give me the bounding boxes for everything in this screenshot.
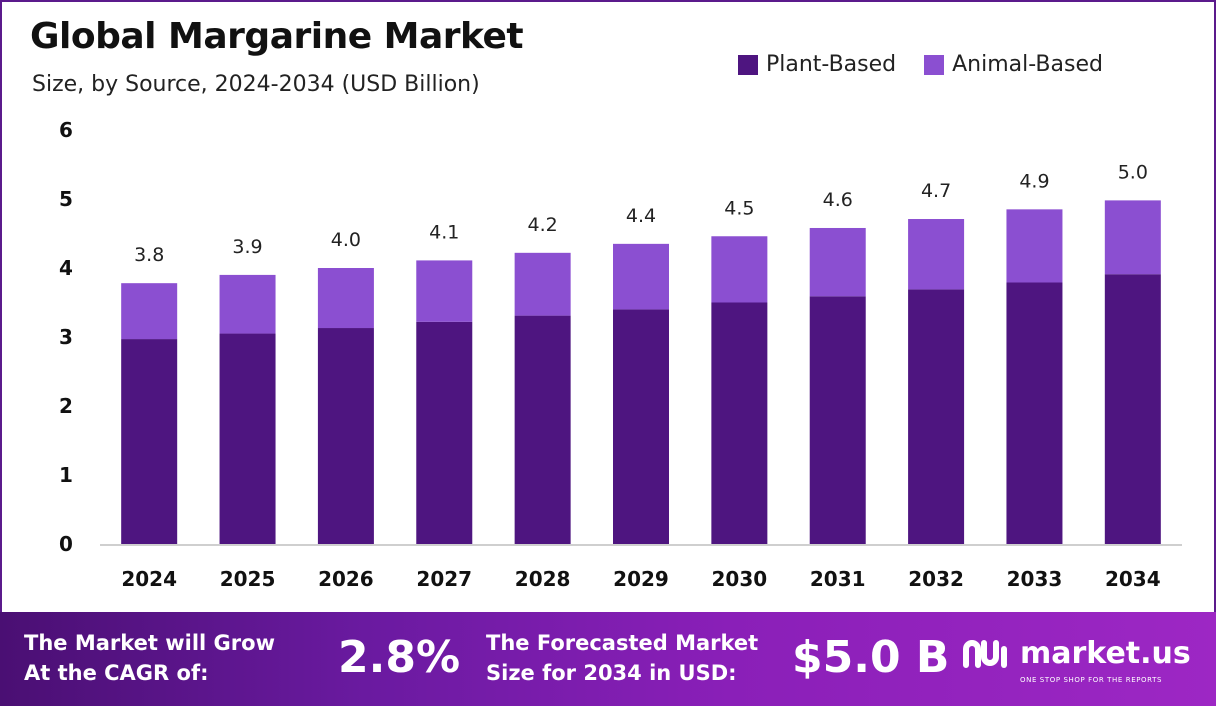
legend-label-animal-based: Animal-Based: [952, 52, 1103, 77]
y-tick-label: 5: [59, 187, 73, 211]
bar-total-label: 5.0: [1118, 161, 1148, 183]
legend-swatch-plant-based: [738, 54, 758, 75]
bar-plant-based: [416, 321, 473, 544]
bar-plant-based: [1006, 282, 1063, 544]
y-tick-label: 1: [59, 463, 73, 487]
bar-plant-based: [613, 309, 669, 544]
marketus-logo: market.us ONE STOP SHOP FOR THE REPORTS: [962, 636, 1191, 684]
x-tick-label: 2032: [908, 567, 964, 591]
bar-animal-based: [1006, 209, 1063, 283]
x-tick-label: 2033: [1007, 567, 1063, 591]
x-tick-label: 2030: [712, 567, 768, 591]
bar-total-label: 4.6: [823, 189, 853, 211]
chart-subtitle: Size, by Source, 2024-2034 (USD Billion): [32, 72, 480, 97]
forecast-value: $5.0 B: [792, 632, 950, 683]
bar-chart: 0 1 2 3 4 5 6 3.8 2024 3.9 2025 4.0 2026 4.1 2027 4.2 20…: [59, 118, 1182, 591]
cagr-value: 2.8%: [338, 632, 461, 683]
bar-animal-based: [908, 219, 965, 290]
bar-animal-based: [317, 268, 374, 329]
cagr-label-line1: The Market will Grow: [24, 631, 275, 655]
forecast-label-line2: Size for 2034 in USD:: [486, 661, 737, 685]
x-tick-label: 2028: [515, 567, 571, 591]
x-tick-label: 2024: [121, 567, 177, 591]
y-tick-label: 6: [59, 118, 73, 142]
x-tick-label: 2034: [1105, 567, 1161, 591]
logo-name: market.us: [1020, 636, 1191, 671]
forecast-label: The Forecasted Market Size for 2034 in U…: [486, 628, 758, 688]
logo-tagline: ONE STOP SHOP FOR THE REPORTS: [1020, 676, 1163, 684]
bar-total-label: 3.8: [134, 244, 164, 266]
legend-label-plant-based: Plant-Based: [766, 52, 897, 77]
bar-animal-based: [121, 283, 178, 340]
legend-swatch-animal-based: [924, 54, 945, 75]
bar-animal-based: [416, 260, 473, 322]
bar-plant-based: [711, 302, 768, 544]
x-tick-label: 2027: [416, 567, 472, 591]
x-tick-label: 2025: [220, 567, 276, 591]
bar-plant-based: [514, 315, 571, 544]
bar-animal-based: [219, 274, 276, 334]
bar-plant-based: [317, 328, 374, 544]
bar-total-label: 4.1: [429, 221, 459, 243]
forecast-label-line1: The Forecasted Market: [486, 631, 759, 655]
bar-total-label: 3.9: [232, 236, 262, 258]
y-tick-label: 0: [59, 532, 73, 556]
x-tick-label: 2026: [318, 567, 374, 591]
x-tick-label: 2029: [613, 567, 669, 591]
bar-plant-based: [908, 289, 965, 544]
legend: Plant-Based Animal-Based: [738, 52, 1131, 77]
marketus-logo-icon: [963, 639, 1007, 668]
bar-animal-based: [809, 227, 866, 297]
bar-animal-based: [514, 252, 571, 316]
bar-total-label: 4.2: [528, 214, 558, 236]
bar-plant-based: [219, 333, 276, 544]
y-tick-label: 2: [59, 394, 73, 418]
legend-item-animal-based: Animal-Based: [924, 52, 1103, 77]
bar-total-label: 4.5: [724, 197, 754, 219]
footer-banner: The Market will Grow At the CAGR of: 2.8…: [0, 612, 1216, 706]
x-tick-label: 2031: [810, 567, 866, 591]
bar-total-label: 4.9: [1019, 170, 1049, 192]
cagr-label: The Market will Grow At the CAGR of:: [24, 628, 275, 688]
bar-animal-based: [711, 236, 768, 303]
bar-total-label: 4.0: [331, 229, 361, 251]
bar-animal-based: [613, 243, 669, 310]
bar-total-label: 4.4: [626, 205, 656, 227]
bar-total-label: 4.7: [921, 180, 951, 202]
chart-title: Global Margarine Market: [30, 16, 524, 57]
cagr-label-line2: At the CAGR of:: [24, 661, 209, 685]
bar-plant-based: [121, 339, 178, 544]
y-tick-label: 4: [59, 256, 73, 280]
bar-plant-based: [1104, 274, 1161, 544]
y-tick-label: 3: [59, 325, 73, 349]
legend-item-plant-based: Plant-Based: [738, 52, 896, 77]
bar-plant-based: [809, 296, 866, 544]
bar-animal-based: [1104, 200, 1161, 275]
